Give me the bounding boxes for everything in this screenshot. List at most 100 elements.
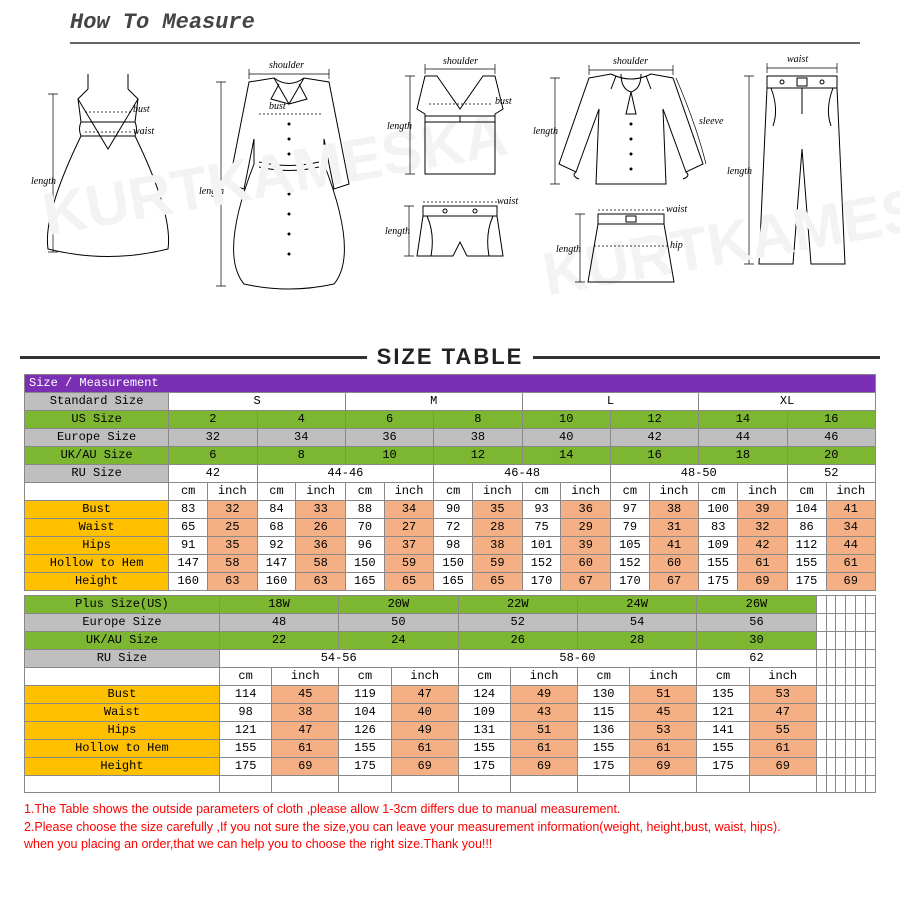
cell: 10	[522, 411, 610, 429]
cell	[856, 650, 866, 668]
note-line: 2.Please choose the size carefully ,If y…	[24, 819, 876, 837]
cell	[816, 740, 826, 758]
cell	[577, 776, 630, 793]
cell: 124	[458, 686, 511, 704]
note-line: 1.The Table shows the outside parameters…	[24, 801, 876, 819]
cell: 60	[649, 555, 698, 573]
cell	[749, 776, 816, 793]
cell	[826, 614, 836, 632]
cell: Size / Measurement	[25, 375, 876, 393]
cell: 61	[738, 555, 787, 573]
cell: 38	[649, 501, 698, 519]
cell	[846, 614, 856, 632]
diagram-dress: bust waist length	[33, 54, 183, 284]
cell: 68	[257, 519, 296, 537]
cell	[339, 776, 392, 793]
cell: 18	[699, 447, 787, 465]
cell: 104	[787, 501, 826, 519]
cell: Bust	[25, 501, 169, 519]
cell: Height	[25, 758, 220, 776]
cell: 152	[522, 555, 561, 573]
cell: cm	[257, 483, 296, 501]
cell	[25, 776, 220, 793]
cell: 175	[577, 758, 630, 776]
cell	[816, 776, 826, 793]
cell: Waist	[25, 704, 220, 722]
cell: inch	[511, 668, 578, 686]
cell: 22W	[458, 596, 577, 614]
cell: 44-46	[257, 465, 434, 483]
cell	[836, 776, 846, 793]
cell: 160	[169, 573, 208, 591]
cell: 38	[434, 429, 522, 447]
svg-text:bust: bust	[495, 96, 512, 107]
cell	[219, 776, 272, 793]
cell: 69	[511, 758, 578, 776]
cell	[816, 722, 826, 740]
cell: inch	[738, 483, 787, 501]
cell: 48-50	[610, 465, 787, 483]
cell: 54-56	[219, 650, 458, 668]
cell	[836, 686, 846, 704]
cell: 101	[522, 537, 561, 555]
cell: 47	[749, 704, 816, 722]
cell: 175	[787, 573, 826, 591]
cell: cm	[577, 668, 630, 686]
cell: 63	[208, 573, 257, 591]
cell	[826, 740, 836, 758]
cell	[816, 668, 826, 686]
svg-text:sleeve: sleeve	[699, 116, 724, 127]
cell: 14	[522, 447, 610, 465]
cell: 65	[169, 519, 208, 537]
cell: M	[345, 393, 522, 411]
cell: 147	[169, 555, 208, 573]
svg-text:length: length	[727, 166, 752, 177]
cell: 69	[630, 758, 697, 776]
cell: 121	[697, 704, 750, 722]
cell: 150	[434, 555, 473, 573]
cell: 155	[458, 740, 511, 758]
cell	[458, 776, 511, 793]
cell: cm	[610, 483, 649, 501]
cell: Waist	[25, 519, 169, 537]
cell: 12	[434, 447, 522, 465]
cell: 38	[473, 537, 522, 555]
cell: 43	[511, 704, 578, 722]
cell: 96	[345, 537, 384, 555]
svg-text:waist: waist	[666, 204, 687, 215]
cell	[846, 596, 856, 614]
cell: 65	[473, 573, 522, 591]
cell	[866, 614, 876, 632]
cell	[856, 704, 866, 722]
cell: 35	[208, 537, 257, 555]
cell: 112	[787, 537, 826, 555]
cell: 67	[561, 573, 610, 591]
cell: Europe Size	[25, 614, 220, 632]
cell	[816, 686, 826, 704]
cell: 160	[257, 573, 296, 591]
cell	[866, 668, 876, 686]
cell: RU Size	[25, 465, 169, 483]
cell	[866, 776, 876, 793]
cell	[816, 704, 826, 722]
cell	[816, 614, 826, 632]
cell	[826, 704, 836, 722]
cell: 69	[738, 573, 787, 591]
cell: 61	[511, 740, 578, 758]
cell	[866, 704, 876, 722]
svg-text:bust: bust	[269, 101, 286, 112]
cell	[846, 776, 856, 793]
cell: 14	[699, 411, 787, 429]
cell: 109	[699, 537, 738, 555]
cell	[826, 668, 836, 686]
cell: 155	[787, 555, 826, 573]
cell: 155	[339, 740, 392, 758]
cell	[846, 632, 856, 650]
cell: 61	[749, 740, 816, 758]
cell: 79	[610, 519, 649, 537]
cell	[391, 776, 458, 793]
cell	[836, 758, 846, 776]
cell: 29	[561, 519, 610, 537]
cell: 63	[296, 573, 345, 591]
size-table-plus: Plus Size(US)18W20W22W24W26WEurope Size4…	[24, 595, 876, 793]
